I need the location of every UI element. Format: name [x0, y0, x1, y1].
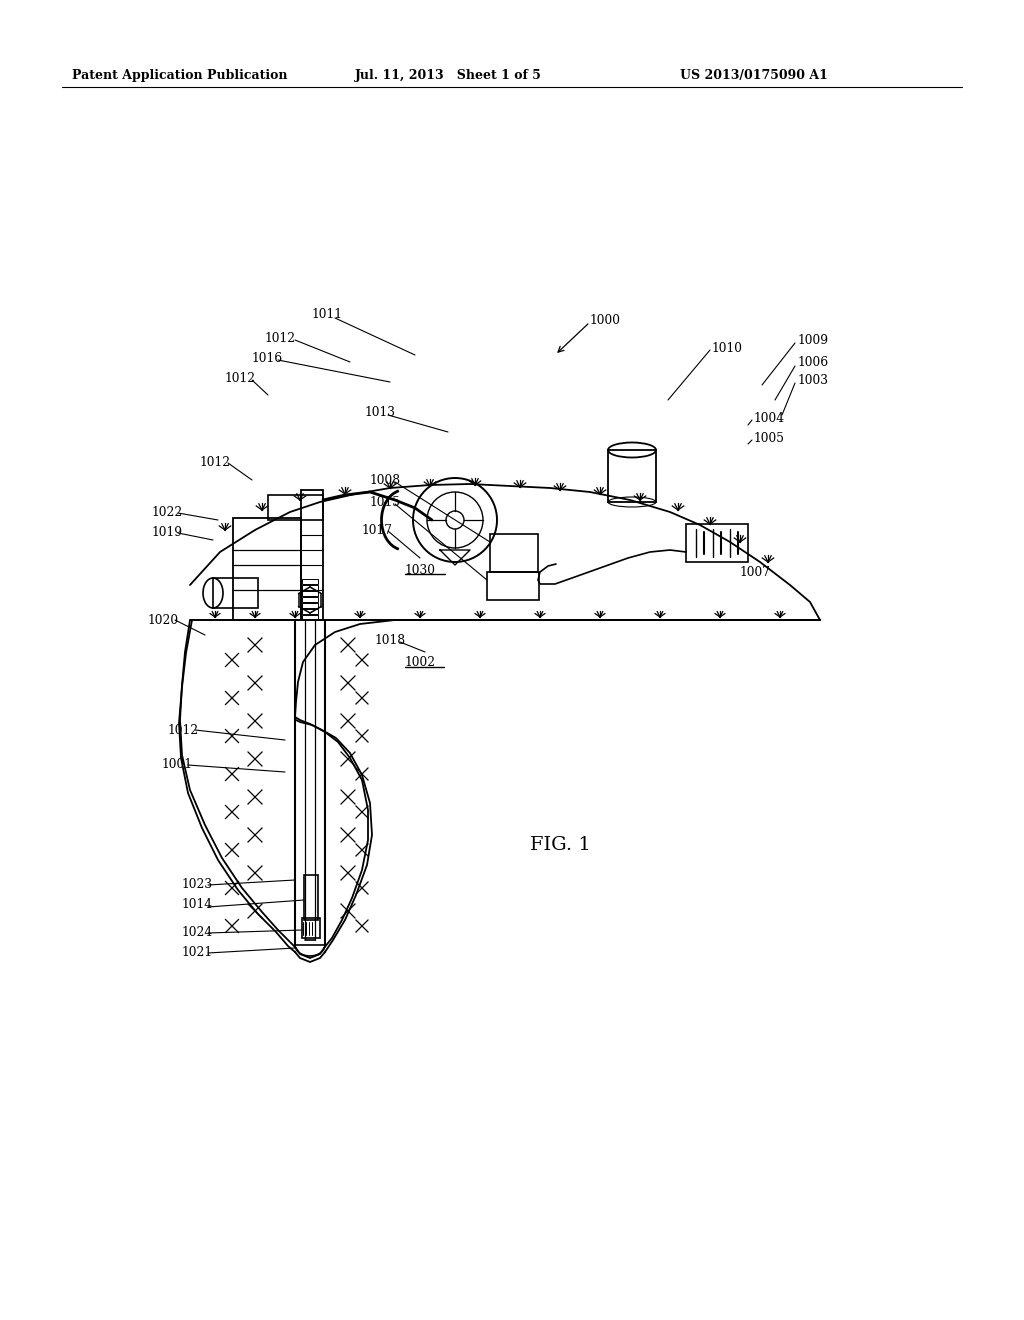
- Text: 1007: 1007: [740, 565, 771, 578]
- Text: 1013: 1013: [365, 405, 396, 418]
- Bar: [608, 450, 656, 502]
- Text: 1010: 1010: [712, 342, 743, 355]
- Bar: [302, 615, 318, 620]
- Bar: [686, 524, 748, 562]
- Text: 1004: 1004: [754, 412, 785, 425]
- Text: 1001: 1001: [162, 759, 193, 771]
- Bar: [304, 875, 318, 920]
- Bar: [487, 572, 539, 601]
- Text: 1003: 1003: [798, 374, 829, 387]
- Text: 1020: 1020: [148, 614, 179, 627]
- Bar: [233, 517, 301, 620]
- Bar: [490, 535, 538, 572]
- Text: 1012: 1012: [265, 331, 296, 345]
- Text: 1011: 1011: [312, 309, 343, 322]
- Text: 1006: 1006: [798, 356, 829, 370]
- Text: 1019: 1019: [152, 525, 183, 539]
- Text: 1016: 1016: [252, 351, 283, 364]
- Text: 1002: 1002: [406, 656, 436, 669]
- Text: 1008: 1008: [370, 474, 401, 487]
- Text: 1021: 1021: [182, 945, 213, 958]
- Bar: [213, 578, 258, 609]
- Text: 1022: 1022: [152, 506, 183, 519]
- Text: 1012: 1012: [168, 723, 199, 737]
- Text: 1012: 1012: [200, 455, 231, 469]
- Text: 1000: 1000: [590, 314, 621, 326]
- Text: Patent Application Publication: Patent Application Publication: [72, 69, 288, 82]
- Text: 1024: 1024: [182, 925, 213, 939]
- Bar: [302, 609, 318, 614]
- Bar: [302, 603, 318, 609]
- Text: 1018: 1018: [375, 634, 407, 647]
- Bar: [302, 597, 318, 602]
- Bar: [302, 585, 318, 590]
- Text: 1009: 1009: [798, 334, 829, 346]
- Text: 1030: 1030: [406, 564, 436, 577]
- Text: FIG. 1: FIG. 1: [530, 836, 591, 854]
- Text: 1023: 1023: [182, 879, 213, 891]
- Text: US 2013/0175090 A1: US 2013/0175090 A1: [680, 69, 827, 82]
- Bar: [302, 917, 319, 939]
- Text: 1017: 1017: [362, 524, 393, 536]
- Bar: [301, 490, 323, 620]
- Bar: [268, 495, 323, 520]
- Text: 1014: 1014: [182, 899, 213, 912]
- Text: 1012: 1012: [225, 371, 256, 384]
- Bar: [302, 579, 318, 583]
- Text: 1005: 1005: [754, 432, 785, 445]
- Text: 1015: 1015: [370, 495, 401, 508]
- Text: Jul. 11, 2013   Sheet 1 of 5: Jul. 11, 2013 Sheet 1 of 5: [355, 69, 542, 82]
- Bar: [302, 591, 318, 597]
